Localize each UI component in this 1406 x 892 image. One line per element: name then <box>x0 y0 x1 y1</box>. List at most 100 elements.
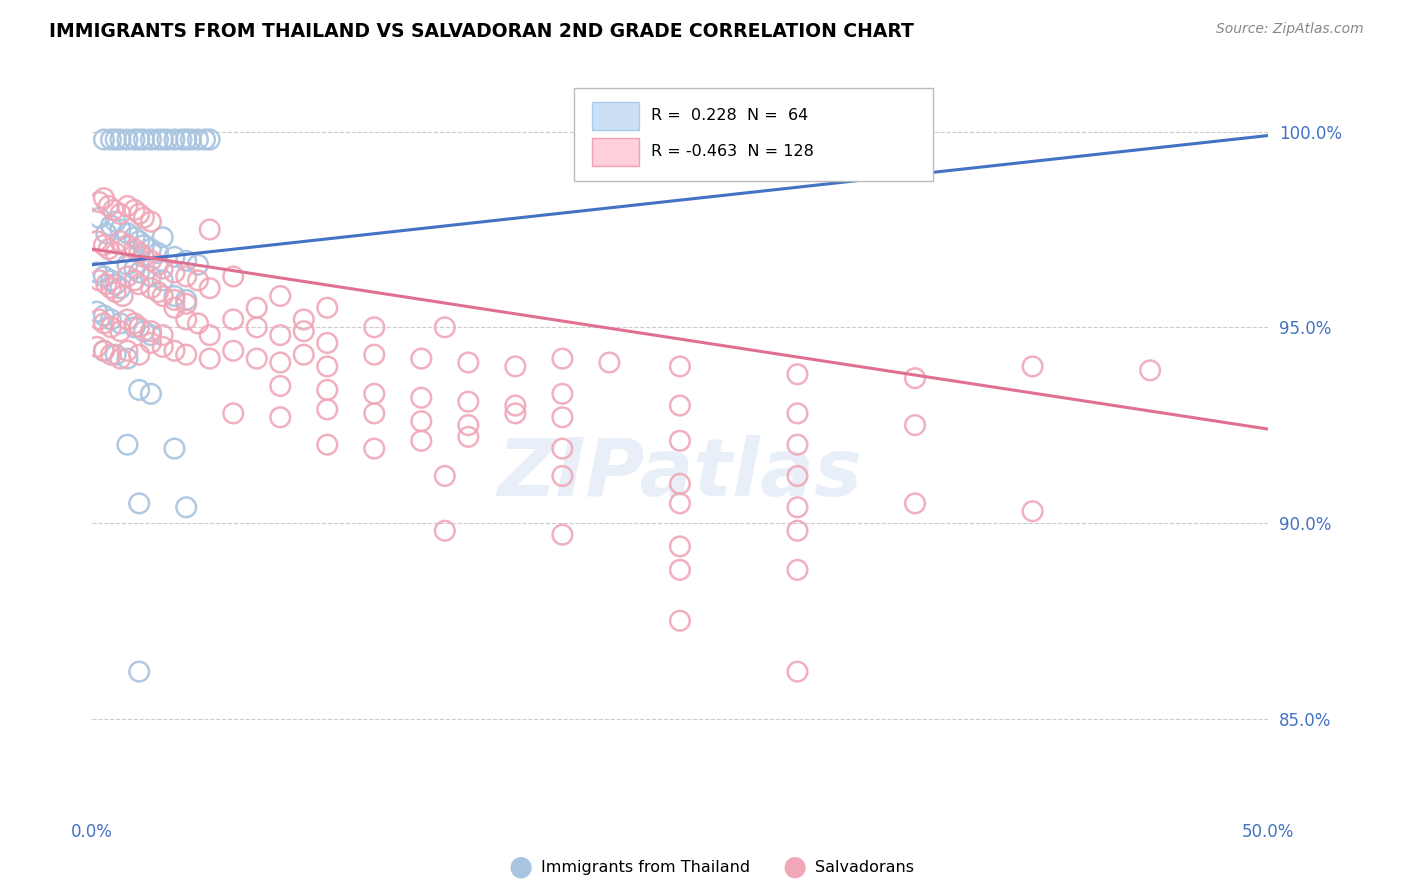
Point <box>104 277 127 292</box>
Point <box>93 132 115 146</box>
Point <box>551 469 574 483</box>
Point <box>86 266 108 280</box>
FancyBboxPatch shape <box>592 137 638 166</box>
Point <box>187 317 209 331</box>
Text: IMMIGRANTS FROM THAILAND VS SALVADORAN 2ND GRADE CORRELATION CHART: IMMIGRANTS FROM THAILAND VS SALVADORAN 2… <box>49 22 914 41</box>
Point <box>198 222 221 236</box>
Point <box>246 301 269 315</box>
Point <box>104 285 127 299</box>
Point <box>1139 363 1161 377</box>
Point <box>316 383 339 397</box>
Point <box>89 211 111 225</box>
Point <box>152 328 174 343</box>
Point <box>433 320 456 334</box>
Point <box>411 351 433 366</box>
Point <box>222 343 245 358</box>
Point <box>117 351 139 366</box>
Point <box>104 214 127 228</box>
Point <box>139 281 162 295</box>
Point <box>89 273 111 287</box>
Point <box>100 281 122 295</box>
Point <box>139 132 162 146</box>
Point <box>96 277 118 292</box>
Point <box>132 324 155 338</box>
Point <box>198 351 221 366</box>
Point <box>292 348 315 362</box>
Point <box>1021 504 1043 518</box>
Point <box>269 289 291 303</box>
Point <box>100 348 122 362</box>
Point <box>363 320 385 334</box>
Point <box>457 355 479 369</box>
Point <box>110 324 132 338</box>
Point <box>124 261 146 276</box>
Point <box>86 304 108 318</box>
Point <box>187 132 209 146</box>
Point <box>180 132 202 146</box>
Point <box>786 563 808 577</box>
Point <box>100 273 122 287</box>
Point <box>152 230 174 244</box>
Point <box>117 238 139 252</box>
Point <box>292 324 315 338</box>
Point <box>93 191 115 205</box>
Point <box>139 324 162 338</box>
Point <box>152 340 174 354</box>
Point <box>86 234 108 248</box>
Point <box>170 132 193 146</box>
Point <box>124 242 146 256</box>
Point <box>128 132 150 146</box>
Point <box>163 250 186 264</box>
Point <box>117 438 139 452</box>
Point <box>163 289 186 303</box>
Point <box>110 207 132 221</box>
Point <box>669 359 692 374</box>
Point <box>786 524 808 538</box>
Point <box>146 246 169 260</box>
Point <box>316 438 339 452</box>
Point <box>117 343 139 358</box>
Point <box>132 132 155 146</box>
Point <box>100 219 122 233</box>
Point <box>93 343 115 358</box>
Point <box>433 469 456 483</box>
Point <box>139 328 162 343</box>
Point <box>505 359 527 374</box>
Point <box>316 402 339 417</box>
Point <box>117 312 139 326</box>
Point <box>174 297 197 311</box>
Point <box>100 320 122 334</box>
Point <box>104 132 127 146</box>
Point <box>163 293 186 307</box>
Point <box>669 540 692 554</box>
Text: ●: ● <box>508 853 533 881</box>
Point <box>117 199 139 213</box>
Point <box>269 328 291 343</box>
Point <box>187 258 209 272</box>
Point <box>117 132 139 146</box>
Point <box>246 320 269 334</box>
Point <box>163 301 186 315</box>
Point <box>117 269 139 284</box>
FancyBboxPatch shape <box>592 102 638 130</box>
Text: R = -0.463  N = 128: R = -0.463 N = 128 <box>651 144 814 159</box>
Point <box>363 348 385 362</box>
Point <box>93 317 115 331</box>
Point <box>93 269 115 284</box>
Point <box>411 391 433 405</box>
Point <box>96 227 118 241</box>
Point <box>174 269 197 284</box>
Point <box>163 442 186 456</box>
Point <box>316 359 339 374</box>
Point <box>93 309 115 323</box>
Point <box>86 340 108 354</box>
Point <box>152 132 174 146</box>
Point <box>363 386 385 401</box>
Point <box>669 496 692 510</box>
Point <box>146 132 169 146</box>
Point <box>110 132 132 146</box>
Point <box>669 434 692 448</box>
Point <box>111 289 134 303</box>
Point <box>669 399 692 413</box>
Point <box>110 234 132 248</box>
